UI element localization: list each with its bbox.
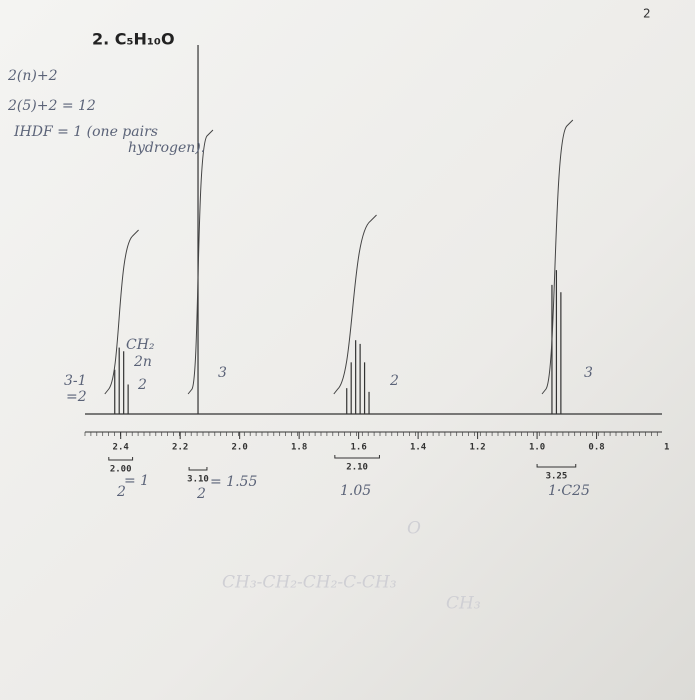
integral-label: 2.00 (110, 465, 132, 475)
handwritten-note: 2 (196, 486, 206, 502)
handwritten-note: IHDF = 1 (one pairs (13, 124, 158, 140)
integral-curve (333, 214, 377, 395)
handwritten-note: =2 (66, 389, 87, 405)
integral-curve (187, 129, 214, 395)
x-tick-label: 1.4 (410, 443, 427, 453)
handwritten-note: CH₃ (446, 594, 481, 614)
page-number: 2 (643, 7, 651, 21)
handwritten-note: hydrogen). (128, 140, 205, 156)
handwritten-note: 3 (218, 365, 227, 381)
handwritten-note: 2(5)+2 = 12 (7, 98, 96, 114)
handwritten-note: 1.05 (340, 483, 371, 499)
axis-end-label: 1 (664, 443, 669, 453)
x-tick-label: 2.4 (113, 443, 130, 453)
integral-label: 3.25 (546, 472, 568, 482)
handwritten-note: = 1.55 (210, 474, 257, 490)
integral-bracket (188, 467, 208, 471)
handwritten-note: 2 (389, 373, 399, 389)
handwritten-note: 3 (584, 365, 593, 381)
title: 2. C₅H₁₀O (92, 30, 175, 49)
handwritten-note: 2n (133, 354, 152, 370)
integral-label: 2.10 (346, 463, 368, 473)
integral-bracket (108, 457, 134, 461)
integral-curve (104, 229, 139, 395)
x-tick-label: 1.0 (529, 443, 545, 453)
handwritten-note: CH₂ (126, 337, 155, 353)
integral-bracket (536, 464, 577, 468)
x-tick-label: 1.2 (469, 443, 485, 453)
handwritten-note: 2 (116, 484, 126, 500)
handwritten-note: 1·C25 (548, 483, 590, 499)
handwritten-note: CH₃-CH₂-CH₂-C-CH₃ (222, 573, 397, 593)
handwritten-note: 2 (137, 377, 147, 393)
handwritten-note: 3-1 (64, 373, 87, 389)
x-tick-label: 1.6 (350, 443, 366, 453)
x-tick-label: 0.8 (588, 443, 604, 453)
handwritten-note: 2(n)+2 (7, 68, 58, 84)
x-tick-label: 2.2 (172, 443, 188, 453)
integral-label: 3.10 (187, 475, 209, 485)
integral-bracket (334, 455, 380, 459)
integral-curve (541, 119, 574, 395)
handwritten-note: O (407, 519, 421, 539)
x-tick-label: 2.0 (232, 443, 248, 453)
handwritten-note: = 1 (124, 473, 149, 489)
x-tick-label: 1.8 (291, 443, 307, 453)
